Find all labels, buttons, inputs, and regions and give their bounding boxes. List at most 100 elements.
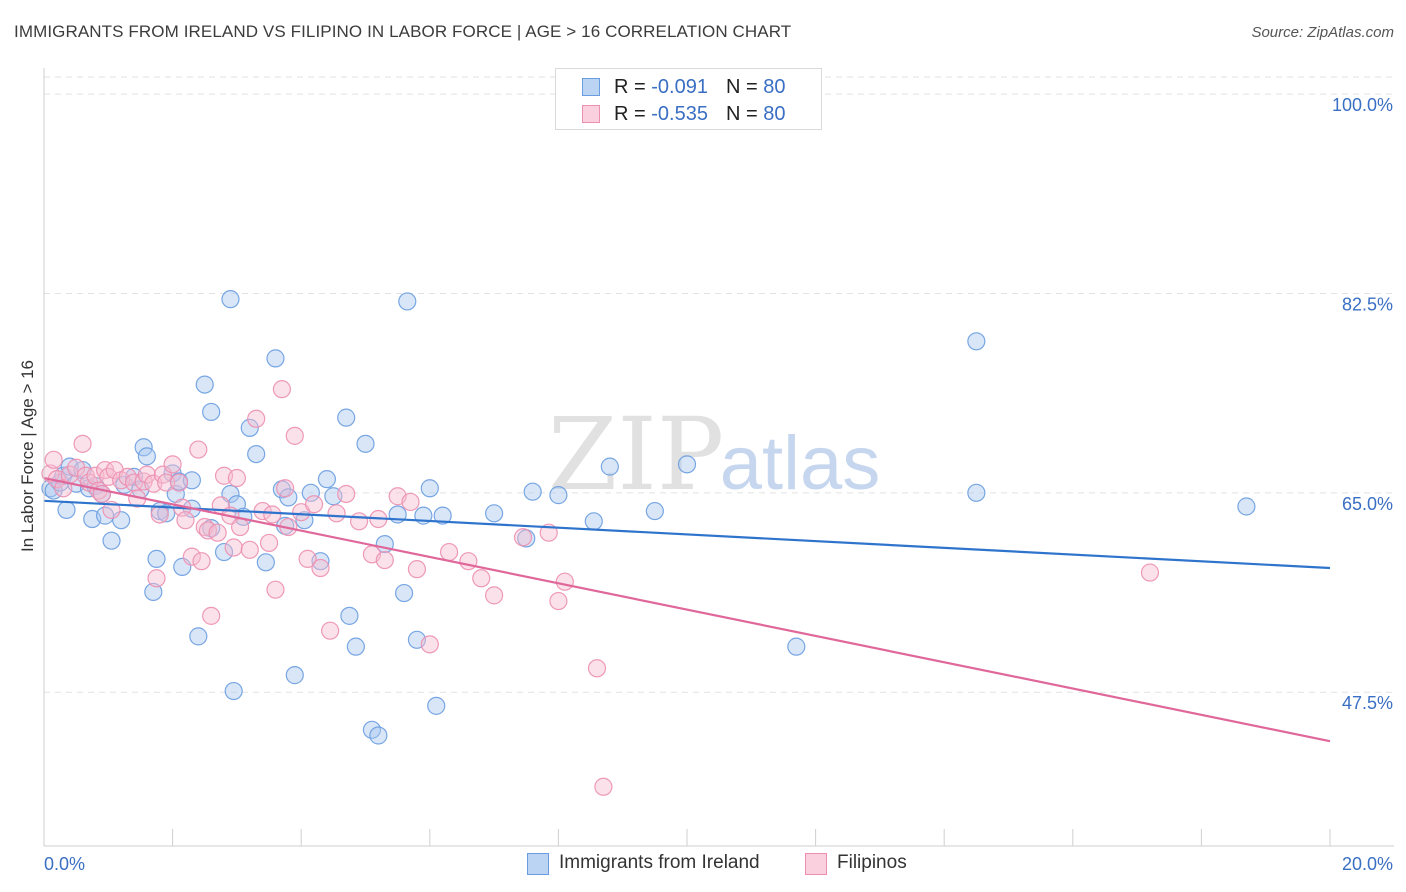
filipinos-point <box>231 517 250 537</box>
ireland-point <box>157 504 176 523</box>
trend-lines <box>43 476 1331 743</box>
filipinos-point <box>169 473 189 492</box>
filipinos-point <box>147 569 166 588</box>
filipinos-point <box>263 505 282 524</box>
filipinos-point <box>150 505 169 524</box>
filipinos-point <box>420 635 439 654</box>
ireland-point <box>240 418 259 437</box>
ireland-point <box>485 504 504 523</box>
filipinos-point <box>224 538 243 557</box>
filipinos-point <box>163 455 182 474</box>
filipinos-point <box>513 528 533 547</box>
r-label: R = <box>614 76 652 98</box>
ireland-point <box>189 627 208 646</box>
filipinos-point <box>337 484 356 504</box>
r-value: -0.091 <box>651 76 708 98</box>
ireland-point <box>301 483 320 502</box>
ireland-point <box>266 349 285 368</box>
ireland-point <box>787 637 806 656</box>
ireland-point <box>967 332 986 351</box>
ireland-point <box>1237 497 1256 516</box>
filipinos-point <box>192 552 211 571</box>
filipinos-point <box>272 380 292 399</box>
filipinos-point <box>86 466 105 485</box>
legend-filipinos-swatch <box>805 853 827 875</box>
y-tick-label: 100.0% <box>1332 95 1393 115</box>
stats-legend: R = -0.091 N = 80 R = -0.535 N = 80 <box>555 68 822 130</box>
filipinos-point <box>137 465 156 484</box>
data-points <box>41 290 1256 796</box>
filipinos-point <box>298 549 317 569</box>
ireland-point <box>346 637 365 656</box>
filipinos-point <box>276 479 295 498</box>
ireland-point <box>214 542 234 562</box>
ireland-point <box>584 512 603 531</box>
chart-title: IMMIGRANTS FROM IRELAND VS FILIPINO IN L… <box>14 22 792 41</box>
legend-ireland-label: Immigrants from Ireland <box>559 852 760 873</box>
filipinos-point <box>349 512 369 531</box>
y-tick-label: 47.5% <box>1342 693 1393 713</box>
ireland-point <box>247 444 266 464</box>
filipinos-stats-text: R = -0.535 N = 80 <box>614 101 785 127</box>
ireland-point <box>317 470 337 489</box>
ireland-swatch <box>582 78 600 96</box>
ireland-point <box>102 531 121 550</box>
ireland-point <box>195 375 214 394</box>
ireland-point <box>224 681 243 701</box>
filipinos-point <box>587 659 607 678</box>
filipinos-point <box>176 511 195 530</box>
filipinos-point <box>311 558 330 578</box>
legend-ireland-swatch <box>527 853 549 875</box>
tick-labels: 47.5% 65.0% 82.5% 100.0% 0.0% 20.0% <box>44 95 1393 874</box>
ireland-point <box>340 606 359 625</box>
ireland-point <box>394 583 414 603</box>
n-value: 80 <box>763 103 786 125</box>
r-value: -0.535 <box>651 103 708 125</box>
filipinos-point <box>407 560 427 579</box>
filipinos-point <box>102 500 121 520</box>
x-tick-label-end: 20.0% <box>1342 854 1393 874</box>
filipinos-point <box>73 434 92 453</box>
filipinos-point <box>227 468 246 488</box>
filipinos-point <box>266 580 285 599</box>
filipinos-point <box>327 504 346 523</box>
ireland-point <box>221 290 240 309</box>
y-tick-label: 65.0% <box>1342 494 1393 514</box>
ireland-point <box>967 483 986 502</box>
ireland-point <box>285 666 304 685</box>
filipinos-point <box>189 440 208 459</box>
ireland-point <box>677 455 697 474</box>
watermark-zip: ZIP <box>548 396 724 513</box>
axes <box>43 68 1394 847</box>
n-label: N = <box>725 103 764 125</box>
filipinos-point <box>240 540 259 559</box>
ireland-point <box>57 500 76 520</box>
filipinos-trend-line <box>43 476 1331 743</box>
ireland-points <box>41 290 1256 745</box>
filipinos-point <box>304 495 324 514</box>
grid-lines <box>44 76 1394 693</box>
ireland-stats-text: R = -0.091 N = 80 <box>614 74 785 100</box>
filipinos-point <box>594 777 613 796</box>
ireland-point <box>369 726 388 745</box>
y-axis-label: In Labor Force | Age > 16 <box>18 359 37 553</box>
ireland-point <box>523 482 542 501</box>
filipinos-points <box>41 380 1160 796</box>
filipinos-point <box>401 492 420 512</box>
ireland-point <box>256 553 275 572</box>
ireland-point <box>645 501 664 521</box>
filipinos-point <box>472 569 491 588</box>
ireland-point <box>398 292 417 311</box>
ireland-point <box>337 408 356 427</box>
filipinos-point <box>375 550 394 570</box>
filipinos-point <box>439 542 459 562</box>
ireland-point <box>427 696 446 715</box>
filipinos-point <box>44 450 63 469</box>
filipinos-point <box>208 523 227 542</box>
n-value: 80 <box>763 76 786 98</box>
filipinos-point <box>1140 563 1160 582</box>
n-label: N = <box>725 76 764 98</box>
ireland-trend-line <box>43 499 1331 570</box>
filipinos-point <box>485 586 504 605</box>
ireland-point <box>549 486 568 505</box>
